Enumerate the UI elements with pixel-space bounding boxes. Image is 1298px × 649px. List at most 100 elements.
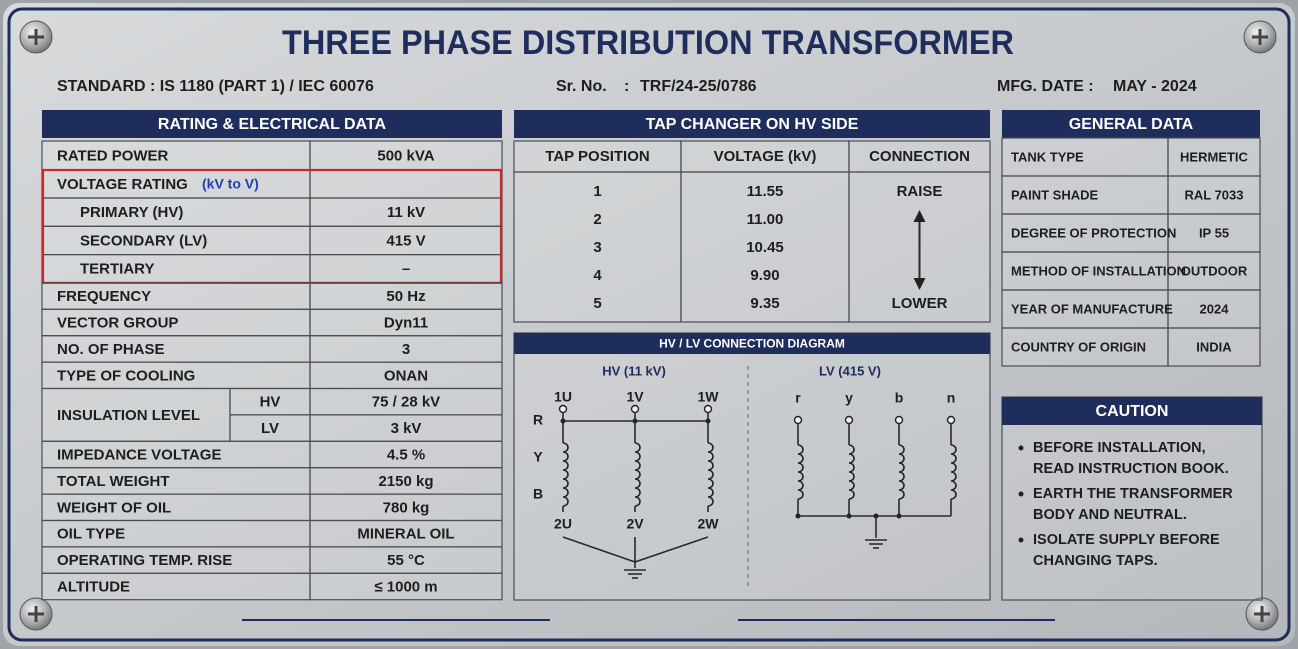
row-label: NO. OF PHASE <box>57 341 165 358</box>
table-cell <box>513 332 991 601</box>
section-title: GENERAL DATA <box>1069 116 1194 133</box>
row-label: FREQUENCY <box>57 288 151 305</box>
row-value: IP 55 <box>1199 225 1229 240</box>
table-cell <box>1001 251 1169 291</box>
coil <box>898 444 905 500</box>
row-label: VECTOR GROUP <box>57 314 178 331</box>
terminal <box>844 415 854 425</box>
table-cell <box>513 140 682 173</box>
terminal-label: n <box>947 390 956 406</box>
caution-text: BODY AND NEUTRAL. <box>1033 507 1187 523</box>
row-label: YEAR OF MANUFACTURE <box>1011 301 1173 316</box>
section-header <box>514 333 990 354</box>
row-value: 11 kV <box>387 204 425 221</box>
serial-number: TRF/24-25/0786 <box>640 78 757 95</box>
tap-cell: 3 <box>593 239 601 256</box>
table-cell <box>1167 137 1261 177</box>
row-value: 50 Hz <box>386 288 425 305</box>
standard: STANDARD : IS 1180 (PART 1) / IEC 60076 <box>57 78 374 95</box>
tap-cell: 1 <box>593 183 601 200</box>
mfg-date: MAY - 2024 <box>1113 78 1197 95</box>
terminal-label: y <box>845 390 853 406</box>
table-cell <box>1001 396 1263 601</box>
row-value: 75 / 28 kV <box>372 394 440 411</box>
row-value: 500 kVA <box>377 147 434 164</box>
terminal-label: 1V <box>626 389 644 405</box>
row-label: TYPE OF COOLING <box>57 367 195 384</box>
screw <box>19 597 53 631</box>
table-cell <box>309 140 503 171</box>
table-cell <box>309 493 503 522</box>
tap-cell: 9.90 <box>750 267 779 284</box>
coil <box>562 442 569 507</box>
bullet <box>1018 491 1024 497</box>
table-cell <box>848 140 991 173</box>
row-label: OPERATING TEMP. RISE <box>57 552 232 569</box>
row-value: ≤ 1000 m <box>374 578 437 595</box>
coil <box>707 442 714 507</box>
table-cell <box>41 519 311 548</box>
row-label: INSULATION LEVEL <box>57 407 200 424</box>
table-cell <box>309 519 503 548</box>
table-cell <box>309 308 503 337</box>
tap-cell: 11.55 <box>747 183 784 200</box>
tap-cell: 9.35 <box>750 295 779 312</box>
screw <box>19 20 53 54</box>
row-label: HV <box>260 394 281 411</box>
mfg-date-label: MFG. DATE : <box>997 78 1094 95</box>
tap-cell: 11.00 <box>747 211 784 228</box>
row-value: 3 <box>402 341 410 358</box>
row-value: OUTDOOR <box>1181 263 1248 278</box>
row-value: – <box>402 261 410 278</box>
tap-cell: 4 <box>593 267 602 284</box>
table-cell <box>41 282 311 310</box>
terminal <box>703 404 713 414</box>
row-label: TOTAL WEIGHT <box>57 473 170 490</box>
row-label: OIL TYPE <box>57 526 125 543</box>
unit-note: (kV to V) <box>202 176 259 192</box>
column-header: CONNECTION <box>869 148 970 165</box>
caution-text: EARTH THE TRANSFORMER <box>1033 486 1233 502</box>
row-value: HERMETIC <box>1180 149 1249 164</box>
table-cell <box>309 254 503 284</box>
caution-text: BEFORE INSTALLATION, <box>1033 440 1206 456</box>
table-cell <box>309 361 503 390</box>
terminal <box>558 404 568 414</box>
screw <box>1245 597 1279 631</box>
table-cell <box>41 572 311 601</box>
row-value: 415 V <box>386 232 425 249</box>
terminal <box>894 415 904 425</box>
wire <box>562 536 636 563</box>
row-label: PAINT SHADE <box>1011 187 1098 202</box>
terminal-label: 1U <box>554 389 572 405</box>
row-label: TERTIARY <box>80 261 154 278</box>
section-title: CAUTION <box>1096 403 1169 420</box>
section-header <box>42 110 502 138</box>
column-header: VOLTAGE (kV) <box>714 148 817 165</box>
table-cell <box>1167 289 1261 329</box>
row-value: Dyn11 <box>384 314 428 331</box>
coil <box>848 444 855 500</box>
row-value: 780 kg <box>383 499 430 516</box>
row-value: 2024 <box>1200 301 1230 316</box>
row-label: WEIGHT OF OIL <box>57 499 171 516</box>
screw <box>1243 20 1277 54</box>
section-title: TAP CHANGER ON HV SIDE <box>646 116 859 133</box>
row-label: LV <box>261 420 279 437</box>
table-cell <box>309 169 503 199</box>
table-cell <box>309 440 503 469</box>
terminal-label: 2V <box>626 516 644 532</box>
row-label: DEGREE OF PROTECTION <box>1011 225 1176 240</box>
row-value: 55 °C <box>387 552 425 569</box>
table-cell <box>41 387 231 442</box>
phase-label: B <box>533 486 543 502</box>
table-cell <box>41 225 311 256</box>
table-cell <box>1167 251 1261 291</box>
terminal-label: 1W <box>698 389 720 405</box>
column-header: TAP POSITION <box>545 148 649 165</box>
section-header <box>1002 110 1260 138</box>
table-cell <box>680 171 850 323</box>
phase-label: R <box>533 412 543 428</box>
raise-label: RAISE <box>897 183 943 200</box>
table-cell <box>41 308 311 337</box>
